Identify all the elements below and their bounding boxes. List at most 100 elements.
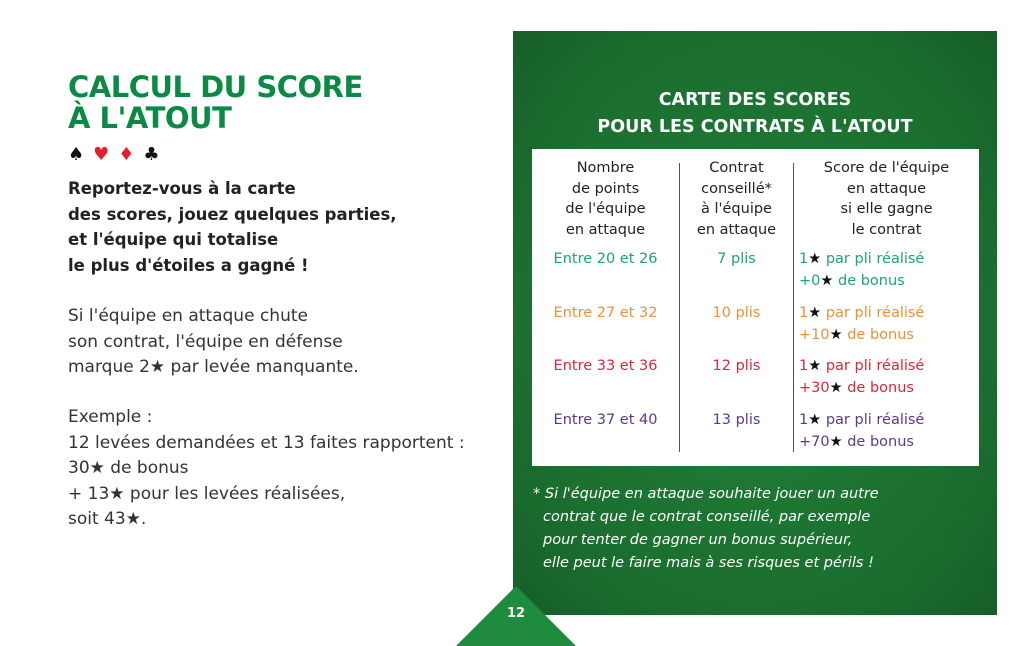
row-score-per-trick: 1★ par pli réalisé [794, 409, 979, 431]
panel-title: CARTE DES SCORES POUR LES CONTRATS À L'AT… [513, 87, 997, 141]
star-icon: ★ [808, 411, 822, 428]
star-icon: ★ [829, 433, 843, 450]
row-points: Entre 27 et 32 [532, 302, 679, 324]
row-contract: 7 plis [680, 248, 793, 270]
text-line: 12 levées demandées et 13 faites rapport… [68, 432, 465, 453]
star-icon: ★ [820, 273, 834, 289]
header-line: de points [571, 180, 640, 197]
column-points: Nombre de points de l'équipe en attaque … [532, 149, 679, 466]
score-text: par pli réalisé [825, 251, 925, 267]
spade-icon: ♠ [68, 144, 94, 165]
star-icon: ★ [808, 304, 822, 321]
score-text: par pli réalisé [825, 411, 925, 428]
note-line: elle peut le faire mais à ses risques et… [543, 555, 874, 571]
header-line: en attaque [846, 180, 927, 197]
example: Exemple : 12 levées demandées et 13 fait… [68, 405, 465, 533]
header-line: en attaque [565, 221, 646, 238]
contract-value: 10 plis [712, 304, 761, 321]
contract-value: 7 plis [717, 251, 756, 267]
score-text: par pli réalisé [825, 304, 925, 321]
bonus-text: de bonus [847, 380, 914, 396]
column-header: Score de l'équipe en attaque si elle gag… [794, 158, 979, 240]
bonus-num: +10 [799, 326, 830, 343]
intro-line: des scores, jouez quelques parties, [68, 204, 397, 224]
row-contract: 13 plis [680, 409, 793, 431]
club-icon: ♣ [143, 144, 169, 165]
points-range: Entre 37 et 40 [553, 411, 658, 428]
header-line: Nombre [576, 160, 635, 176]
text-line: son contrat, l'équipe en défense [68, 331, 343, 352]
column-header: Contrat conseillé* à l'équipe en attaque [680, 158, 793, 240]
text-line: 30★ de bonus [68, 458, 189, 478]
title-line: À L'ATOUT [68, 101, 232, 135]
score-text: par pli réalisé [825, 358, 925, 374]
header-line: en attaque [696, 221, 777, 238]
row-points: Entre 20 et 26 [532, 248, 679, 270]
diamond-icon: ♦ [118, 144, 144, 165]
points-range: Entre 20 et 26 [553, 251, 658, 267]
text-line: + 13★ pour les levées réalisées, [68, 483, 346, 504]
text-line: Si l'équipe en attaque chute [68, 306, 308, 326]
score-num: 1 [799, 251, 809, 267]
intro-line: Reportez-vous à la carte [68, 179, 296, 198]
header-line: Score de l'équipe [823, 160, 950, 176]
star-icon: ★ [808, 358, 822, 374]
row-contract: 12 plis [680, 355, 793, 377]
column-score: Score de l'équipe en attaque si elle gag… [794, 149, 979, 466]
bonus-num: +0 [799, 273, 821, 289]
contract-value: 12 plis [712, 358, 761, 374]
row-bonus: +0★ de bonus [794, 270, 979, 292]
row-bonus: +10★ de bonus [794, 324, 979, 346]
text-line: soit 43★. [68, 509, 147, 529]
header-line: si elle gagne [840, 201, 933, 217]
row-score-per-trick: 1★ par pli réalisé [794, 248, 979, 270]
star-icon: ★ [829, 326, 843, 343]
page-number: 12 [506, 606, 526, 621]
title-line: CALCUL DU SCORE [68, 70, 363, 104]
header-line: le contrat [851, 221, 922, 238]
points-range: Entre 27 et 32 [553, 304, 658, 321]
row-score-per-trick: 1★ par pli réalisé [794, 302, 979, 324]
header-line: conseillé* [701, 180, 772, 197]
header-line: à l'équipe [701, 201, 772, 217]
column-header: Nombre de points de l'équipe en attaque [532, 158, 679, 240]
note-line: * Si l'équipe en attaque souhaite jouer … [533, 486, 879, 502]
row-bonus: +70★ de bonus [794, 431, 979, 453]
intro-text: Reportez-vous à la carte des scores, jou… [68, 176, 397, 278]
note-line: pour tenter de gagner un bonus supérieur… [543, 532, 853, 548]
header-line: de l'équipe [565, 201, 646, 217]
text-line: Exemple : [68, 407, 153, 427]
page-number-marker [456, 586, 576, 646]
defense-rule: Si l'équipe en attaque chute son contrat… [68, 304, 359, 381]
row-contract: 10 plis [680, 302, 793, 324]
bonus-num: +70 [799, 433, 830, 450]
row-score-per-trick: 1★ par pli réalisé [794, 355, 979, 377]
points-range: Entre 33 et 36 [553, 358, 658, 374]
panel-title-line: POUR LES CONTRATS À L'ATOUT [597, 117, 913, 137]
row-points: Entre 33 et 36 [532, 355, 679, 377]
row-bonus: +30★ de bonus [794, 377, 979, 399]
score-num: 1 [799, 358, 809, 374]
intro-line: le plus d'étoiles a gagné ! [68, 255, 309, 275]
bonus-text: de bonus [847, 433, 914, 450]
bonus-text: de bonus [837, 273, 905, 289]
card-suits: ♠♥♦♣ [68, 144, 169, 165]
bonus-text: de bonus [847, 326, 914, 343]
star-icon: ★ [829, 380, 843, 396]
note-line: contrat que le contrat conseillé, par ex… [543, 509, 871, 525]
column-divider [793, 163, 794, 452]
column-contract: Contrat conseillé* à l'équipe en attaque… [680, 149, 793, 466]
heart-icon: ♥ [93, 144, 119, 165]
row-points: Entre 37 et 40 [532, 409, 679, 431]
contract-value: 13 plis [712, 411, 761, 428]
panel-title-line: CARTE DES SCORES [658, 90, 852, 110]
intro-line: et l'équipe qui totalise [68, 230, 279, 249]
header-line: Contrat [709, 160, 764, 176]
score-table: Nombre de points de l'équipe en attaque … [532, 149, 979, 466]
footnote: * Si l'équipe en attaque souhaite jouer … [533, 483, 879, 575]
page-title: CALCUL DU SCORE À L'ATOUT [68, 72, 363, 134]
score-num: 1 [799, 304, 809, 321]
score-card-panel: CARTE DES SCORES POUR LES CONTRATS À L'AT… [513, 31, 997, 615]
star-icon: ★ [808, 251, 822, 267]
column-divider [679, 163, 680, 452]
